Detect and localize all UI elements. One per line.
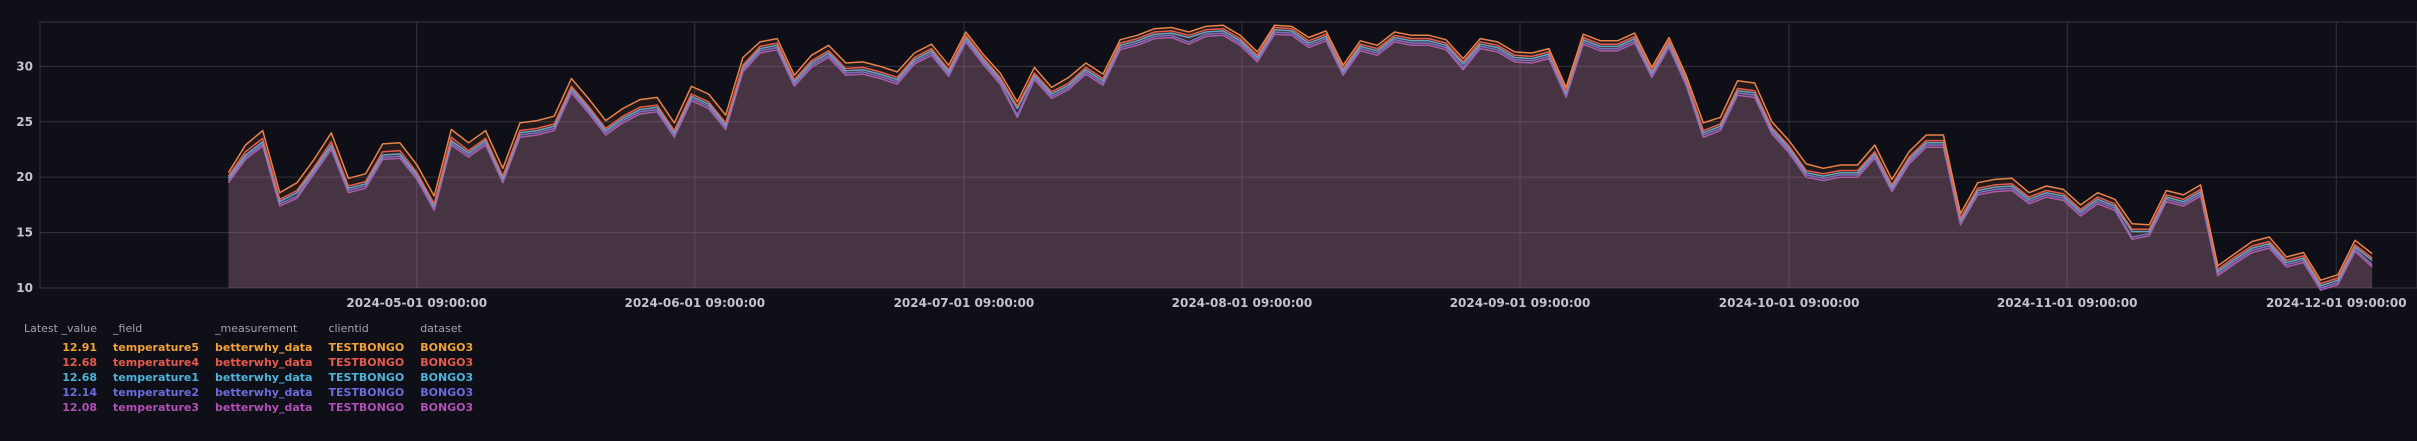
legend-row[interactable]: 12.68 temperature4 betterwhy_data TESTBONGO…: [24, 355, 489, 370]
legend-cell-clientid: TESTBONGO: [328, 401, 405, 414]
series-area-temperature1: [228, 29, 2373, 289]
x-tick-label: 2024-08-01 09:00:00: [1172, 296, 1313, 310]
legend-row[interactable]: 12.91 temperature5 betterwhy_data TESTBONGO…: [24, 340, 489, 355]
x-tick-label: 2024-09-01 09:00:00: [1450, 296, 1591, 310]
legend-header-field: _field: [113, 322, 143, 335]
legend-cell-measurement: betterwhy_data: [215, 371, 313, 384]
legend-cell-value: 12.68: [62, 371, 98, 384]
legend-cell-clientid: TESTBONGO: [328, 386, 405, 399]
x-tick-label: 2024-05-01 09:00:00: [346, 296, 487, 310]
legend-cell-field: temperature4: [113, 356, 200, 369]
y-tick-label: 20: [16, 170, 33, 184]
legend-cell-measurement: betterwhy_data: [215, 401, 313, 414]
legend-cell-value: 12.68: [62, 356, 98, 369]
legend-cell-clientid: TESTBONGO: [328, 371, 405, 384]
legend-cell-field: temperature1: [113, 371, 200, 384]
legend-row[interactable]: 12.68 temperature1 betterwhy_data TESTBONGO…: [24, 370, 489, 385]
legend-cell-field: temperature5: [113, 341, 200, 354]
legend-cell-dataset: BONGO3: [420, 356, 474, 369]
legend-cell-dataset: BONGO3: [420, 341, 474, 354]
legend-cell-clientid: TESTBONGO: [328, 356, 405, 369]
legend-cell-dataset: BONGO3: [420, 401, 474, 414]
series-area-temperature2: [228, 32, 2373, 288]
legend-cell-measurement: betterwhy_data: [215, 386, 313, 399]
legend-cell-value: 12.14: [62, 386, 98, 399]
legend-cell-value: 12.08: [62, 401, 98, 414]
series-line-temperature1: [227, 29, 2373, 287]
x-tick-label: 2024-06-01 09:00:00: [624, 296, 765, 310]
x-tick-label: 2024-11-01 09:00:00: [1997, 296, 2138, 310]
legend-header-dataset: dataset: [420, 322, 462, 335]
legend-header-row: Latest _value _field _measurement client…: [24, 322, 489, 340]
series-area-temperature3: [228, 34, 2373, 291]
legend-cell-dataset: BONGO3: [420, 386, 474, 399]
legend-row[interactable]: 12.14 temperature2 betterwhy_data TESTBONGO…: [24, 385, 489, 400]
legend-table: Latest _value _field _measurement client…: [24, 322, 489, 415]
legend-cell-value: 12.91: [62, 341, 98, 354]
series-line-temperature3: [227, 33, 2373, 291]
y-tick-label: 10: [16, 281, 33, 295]
legend-cell-dataset: BONGO3: [420, 371, 474, 384]
y-tick-label: 15: [16, 226, 33, 240]
series-area-temperature5: [228, 25, 2373, 289]
x-tick-label: 2024-10-01 09:00:00: [1719, 296, 1860, 310]
legend-header-clientid: clientid: [328, 322, 369, 335]
y-tick-label: 30: [16, 59, 33, 73]
x-tick-label: 2024-12-01 09:00:00: [2266, 296, 2407, 310]
legend-header-measurement: _measurement: [215, 322, 298, 335]
legend-header-value: Latest _value: [24, 322, 98, 335]
series-area-temperature4: [228, 27, 2373, 288]
series-line-temperature5: [227, 24, 2373, 281]
legend-cell-clientid: TESTBONGO: [328, 341, 405, 354]
legend-cell-measurement: betterwhy_data: [215, 341, 313, 354]
legend-cell-field: temperature3: [113, 401, 200, 414]
y-tick-label: 25: [16, 115, 33, 129]
legend-row[interactable]: 12.08 temperature3 betterwhy_data TESTBONGO…: [24, 400, 489, 415]
legend-cell-field: temperature2: [113, 386, 200, 399]
legend-cell-measurement: betterwhy_data: [215, 356, 313, 369]
series-line-temperature2: [227, 31, 2373, 289]
x-tick-label: 2024-07-01 09:00:00: [894, 296, 1035, 310]
series-line-temperature4: [227, 26, 2373, 285]
